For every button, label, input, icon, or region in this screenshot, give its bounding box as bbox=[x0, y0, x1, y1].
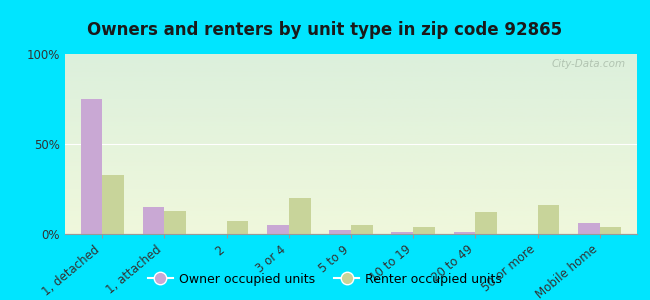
Bar bbox=[538, 205, 559, 234]
Text: Owners and renters by unit type in zip code 92865: Owners and renters by unit type in zip c… bbox=[88, 21, 562, 39]
Bar bbox=[475, 212, 497, 234]
Bar bbox=[454, 232, 475, 234]
Bar bbox=[351, 225, 372, 234]
Bar bbox=[289, 198, 311, 234]
Bar bbox=[102, 175, 124, 234]
Bar bbox=[578, 223, 600, 234]
Text: City-Data.com: City-Data.com bbox=[551, 59, 625, 69]
Bar bbox=[164, 211, 187, 234]
Bar bbox=[330, 230, 351, 234]
Bar bbox=[413, 227, 435, 234]
Bar bbox=[391, 232, 413, 234]
Bar bbox=[600, 227, 621, 234]
Bar bbox=[81, 99, 102, 234]
Bar bbox=[227, 221, 248, 234]
Bar bbox=[267, 225, 289, 234]
Legend: Owner occupied units, Renter occupied units: Owner occupied units, Renter occupied un… bbox=[143, 268, 507, 291]
Bar bbox=[143, 207, 164, 234]
